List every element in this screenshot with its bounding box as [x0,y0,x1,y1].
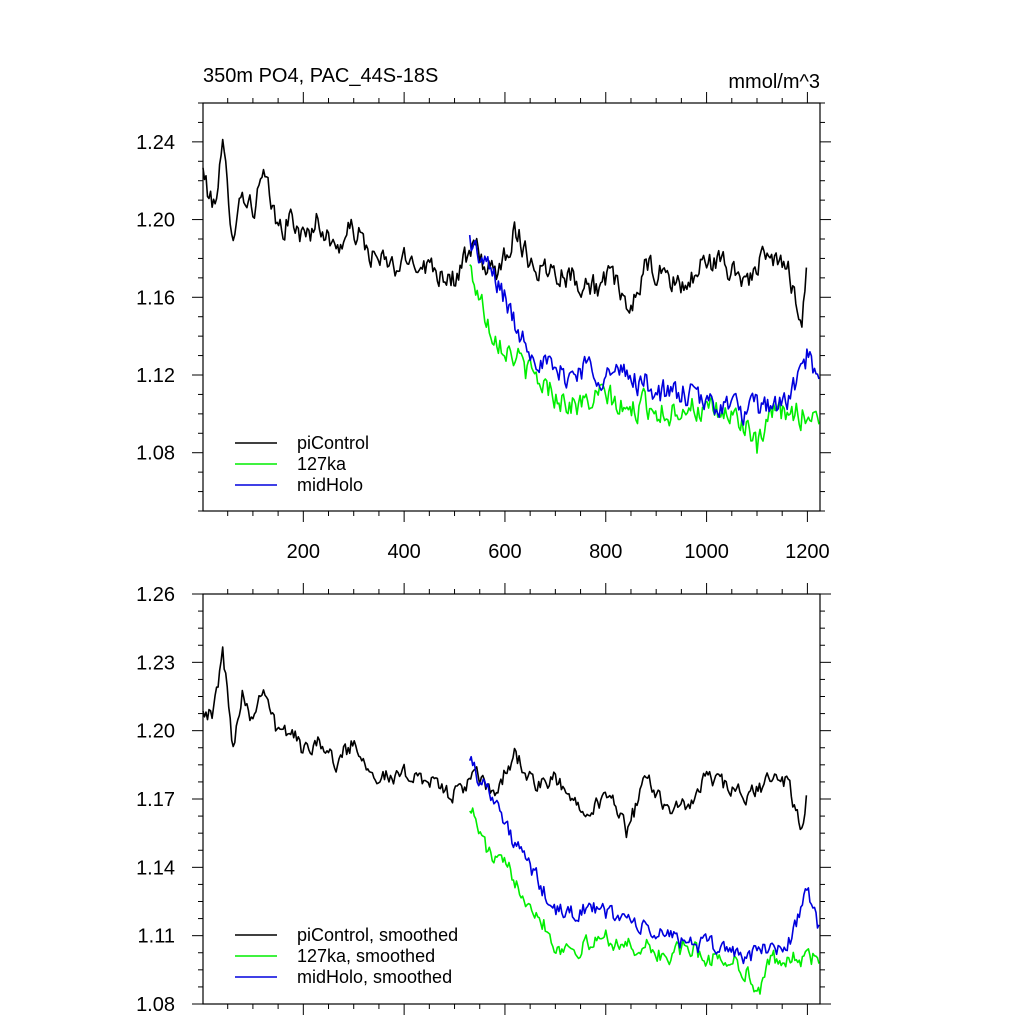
series-line-127ka-smoothed [469,807,820,995]
y-tick-label: 1.11 [138,926,175,948]
x-tick-label: 400 [387,541,420,563]
chart-title: 350m PO4, PAC_44S-18S [203,65,438,87]
bottom-axis-ticks [192,583,831,1015]
x-tick-label: 200 [287,541,320,563]
y-tick-label: 1.16 [136,287,175,309]
series-line-midholo-smoothed [468,755,820,965]
top-x-tick-labels: 200 400 600 800 1000 1200 [287,541,830,563]
y-tick-label: 1.08 [136,994,175,1016]
y-tick-label: 1.08 [136,443,175,465]
legend-label: midHolo, smoothed [297,967,452,987]
y-tick-label: 1.12 [136,365,175,387]
x-tick-label: 1000 [684,541,729,563]
legend-label: midHolo [297,475,363,495]
legend-label: 127ka, smoothed [297,946,435,966]
y-tick-label: 1.20 [136,721,175,743]
series-line-127ka [469,264,820,454]
top-panel: 350m PO4, PAC_44S-18S mmol/m^3 200 400 600… [136,65,831,563]
y-tick-label: 1.20 [136,210,175,232]
series-line-picontrol-smoothed [202,646,808,839]
y-tick-label: 1.24 [136,132,175,154]
bottom-plot-frame [202,593,821,1005]
x-tick-label: 800 [589,541,622,563]
top-y-tick-labels: 1.08 1.12 1.16 1.20 1.24 [136,132,175,465]
bottom-series-group [202,646,820,995]
series-line-picontrol [202,138,808,328]
y-tick-label: 1.14 [136,857,175,879]
series-line-midholo [468,235,820,426]
legend-label: 127ka [297,454,347,474]
x-tick-label: 600 [488,541,521,563]
top-axis-ticks [192,92,831,522]
legend-label: piControl, smoothed [297,925,458,945]
x-tick-label: 1200 [785,541,830,563]
bottom-panel: 1.08 1.11 1.14 1.17 1.20 1.23 1.26 piControl, … [136,583,831,1016]
y-tick-label: 1.17 [136,789,175,811]
y-tick-label: 1.23 [136,652,175,674]
top-series-group [202,138,820,454]
top-plot-frame [202,102,821,512]
bottom-y-tick-labels: 1.08 1.11 1.14 1.17 1.20 1.23 1.26 [136,584,175,1016]
y-tick-label: 1.26 [136,584,175,606]
legend-label: piControl [297,433,369,453]
chart-units: mmol/m^3 [728,71,820,93]
